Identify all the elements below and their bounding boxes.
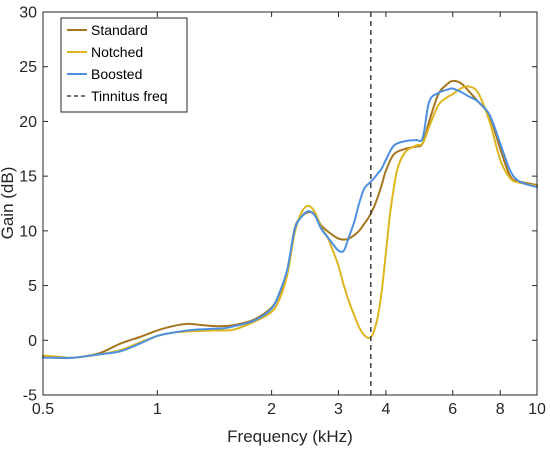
series-line-boosted (42, 87, 538, 360)
y-tick-label: 10 (19, 223, 37, 240)
y-tick-label: -5 (23, 388, 37, 405)
y-tick-label: 20 (19, 114, 37, 131)
lines-layer (42, 12, 538, 395)
x-tick-label: 3 (334, 401, 343, 418)
legend-label: Tinnitus freq (91, 88, 168, 104)
x-tick-label: 0.5 (32, 401, 54, 418)
y-tick-label: 5 (28, 278, 37, 295)
y-tick-label: 0 (28, 333, 37, 350)
y-axis-label: Gain (dB) (0, 167, 17, 240)
x-tick-label: 4 (381, 401, 390, 418)
x-tick-label: 10 (528, 401, 546, 418)
x-axis-label: Frequency (kHz) (227, 427, 353, 446)
x-tick-label: 8 (496, 401, 505, 418)
x-tick-label: 1 (153, 401, 162, 418)
series-line-standard (42, 79, 538, 360)
legend-label: Boosted (91, 66, 142, 82)
series-line-notched (42, 85, 538, 359)
y-tick-label: 15 (19, 169, 37, 186)
ticks-layer: -5 0 5 10 15 20 25 30 0.5 1 2 3 4 6 8 10 (19, 5, 546, 419)
y-tick-label: 30 (19, 5, 37, 22)
y-tick-label: 25 (19, 59, 37, 76)
legend: Standard Notched Boosted Tinnitus freq (60, 17, 188, 113)
legend-label: Standard (91, 22, 148, 38)
x-tick-label: 2 (267, 401, 276, 418)
x-tick-label: 6 (448, 401, 457, 418)
plot-frame (42, 11, 538, 396)
legend-label: Notched (91, 44, 143, 60)
